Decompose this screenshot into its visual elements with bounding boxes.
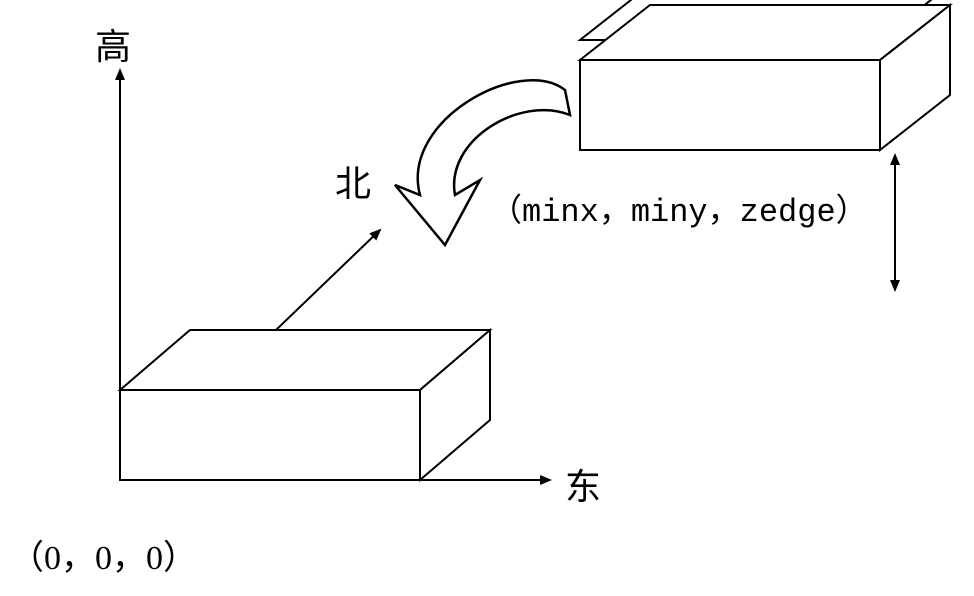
diagram-canvas: 高 北 东 （0，0，0） （minx，miny，zedge） bbox=[0, 0, 974, 596]
translated-coord-label: （minx，miny，zedge） bbox=[490, 185, 868, 231]
origin-coord-label: （0，0，0） bbox=[10, 530, 197, 579]
axis-depth-label: 北 bbox=[335, 155, 371, 207]
box-upper-clean bbox=[580, 5, 950, 150]
axis-horizontal-label: 东 bbox=[565, 458, 601, 510]
box-lower bbox=[120, 330, 490, 480]
diagram-svg bbox=[0, 0, 974, 596]
axis-vertical-label: 高 bbox=[95, 18, 131, 70]
